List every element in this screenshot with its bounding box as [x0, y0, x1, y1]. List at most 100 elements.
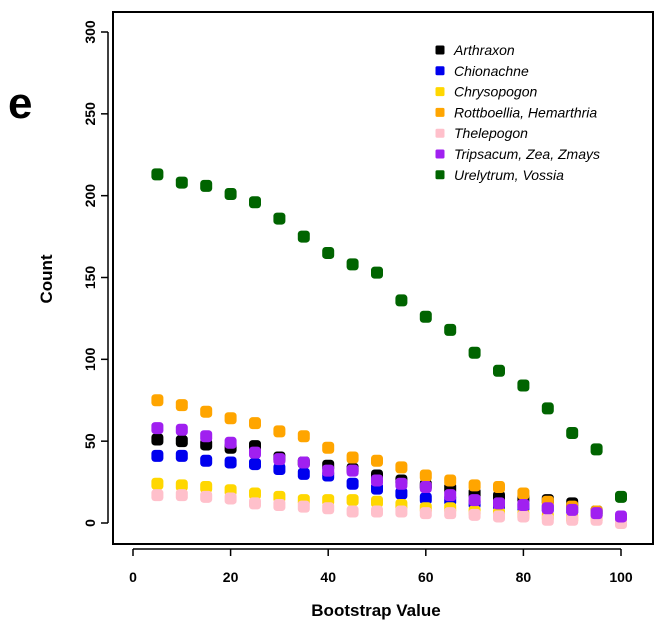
data-point [273, 453, 286, 466]
data-point [224, 436, 237, 449]
series-points [151, 433, 627, 525]
data-point [151, 477, 164, 490]
data-point [590, 507, 603, 520]
data-point [395, 487, 408, 500]
x-tick-label: 20 [223, 569, 239, 585]
data-point [566, 513, 579, 526]
data-point [200, 480, 213, 493]
data-point [541, 513, 554, 526]
x-axis-title: Bootstrap Value [311, 601, 440, 620]
series-points [151, 477, 627, 528]
legend-entry: Tripsacum, Zea, Zmays [454, 146, 600, 162]
y-tick-label: 200 [82, 184, 98, 208]
data-point [200, 430, 213, 443]
y-tick-label: 100 [82, 347, 98, 371]
data-point [175, 399, 188, 412]
legend-entry: Chionachne [454, 63, 529, 79]
data-point [273, 462, 286, 475]
legend-swatch [435, 128, 445, 138]
data-point [322, 441, 335, 454]
data-point [249, 417, 261, 430]
data-point [468, 479, 481, 492]
data-point [273, 212, 286, 225]
legend-entry: Urelytrum, Vossia [454, 167, 564, 183]
data-point [371, 266, 383, 279]
data-point [566, 426, 579, 439]
data-point [249, 458, 261, 471]
data-point [200, 490, 213, 503]
data-point [371, 454, 383, 467]
data-point [151, 422, 164, 435]
x-tick-label: 100 [609, 569, 633, 585]
plot-frame [112, 11, 654, 545]
data-point [322, 464, 335, 477]
data-point [346, 505, 359, 518]
legend-swatch [435, 149, 445, 159]
legend-entry: Rottboellia, Hemarthria [454, 104, 597, 120]
series-points [151, 422, 627, 523]
data-point [346, 477, 359, 490]
legend-swatch [435, 87, 445, 97]
legend-swatch [435, 66, 445, 76]
legend-entry: Arthraxon [453, 42, 515, 58]
data-point [419, 310, 432, 323]
data-point [175, 423, 188, 436]
data-point [346, 451, 359, 464]
legend-entry: Thelepogon [454, 125, 528, 141]
data-point [493, 497, 505, 510]
data-point [346, 464, 359, 477]
data-point [493, 364, 505, 377]
data-point [419, 507, 432, 520]
y-axis: 0 50 100 150 200 250 300 [82, 20, 109, 527]
data-point [444, 323, 457, 336]
data-point [151, 433, 164, 446]
data-point [175, 479, 188, 492]
data-point [517, 379, 530, 392]
data-point [175, 449, 188, 462]
data-point [468, 346, 481, 359]
legend: Arthraxon Chionachne Chrysopogon Rottboelli… [435, 42, 600, 183]
data-point [175, 176, 188, 189]
y-tick-label: 250 [82, 102, 98, 126]
data-point [224, 492, 237, 505]
data-point [395, 505, 408, 518]
data-point [615, 510, 627, 523]
data-point [590, 443, 603, 456]
x-tick-label: 80 [516, 569, 532, 585]
x-tick-label: 60 [418, 569, 434, 585]
data-point [395, 461, 408, 474]
series-points [151, 449, 627, 526]
data-point [249, 446, 261, 459]
data-point [541, 502, 554, 515]
data-point [224, 412, 237, 425]
data-point [493, 510, 505, 523]
data-point [517, 487, 530, 500]
data-point [346, 258, 359, 271]
data-point [322, 246, 335, 259]
data-point [200, 179, 213, 192]
data-point [419, 469, 432, 482]
series-points [151, 168, 627, 503]
data-point [444, 489, 457, 502]
data-point [346, 494, 359, 507]
data-point [566, 503, 579, 516]
data-point [249, 196, 261, 209]
data-point [444, 507, 457, 520]
data-point [297, 500, 310, 513]
data-point [175, 489, 188, 502]
data-point [468, 494, 481, 507]
data-point [419, 492, 432, 505]
data-point [297, 467, 310, 480]
data-point [444, 474, 457, 487]
data-point [517, 498, 530, 511]
x-tick-label: 40 [320, 569, 336, 585]
data-point [200, 454, 213, 467]
panel-label: e [8, 79, 32, 128]
data-point [224, 188, 237, 201]
data-point [297, 230, 310, 243]
data-point [371, 474, 383, 487]
data-point [297, 456, 310, 469]
data-point [224, 456, 237, 469]
legend-swatch [435, 170, 445, 180]
